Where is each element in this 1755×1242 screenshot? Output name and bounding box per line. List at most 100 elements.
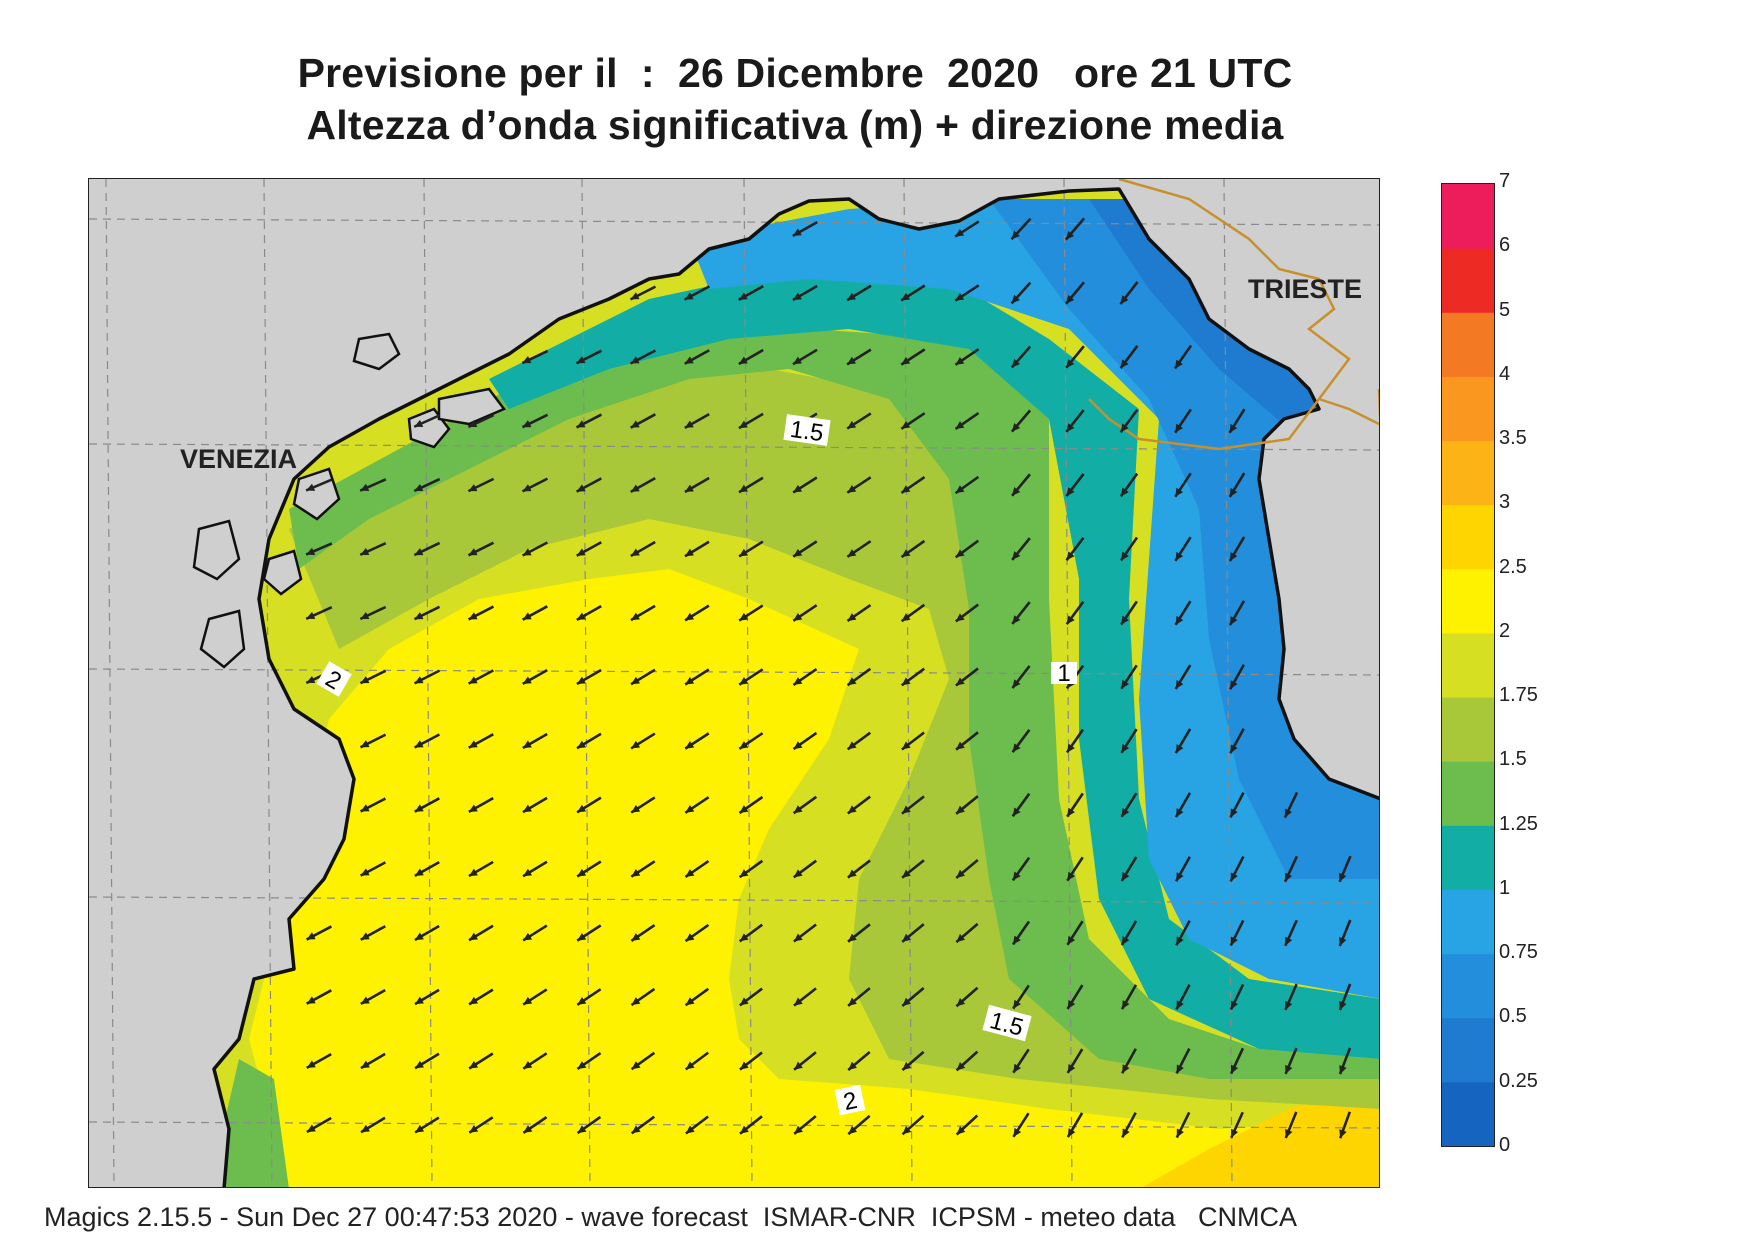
wave-direction-arrow xyxy=(413,541,441,557)
wave-height-map: 1.5 2 1 1.5 2 xyxy=(88,178,1380,1188)
wave-direction-arrow xyxy=(576,860,602,878)
coastline xyxy=(212,187,1379,1187)
wave-direction-arrow xyxy=(630,349,656,365)
wave-direction-arrow xyxy=(576,1051,602,1071)
wave-direction-arrow xyxy=(793,987,817,1007)
wave-direction-arrow xyxy=(1119,472,1139,498)
venice-lagoon-islands xyxy=(192,332,506,669)
wave-direction-arrow xyxy=(846,348,872,366)
wave-direction-arrow xyxy=(1066,920,1084,946)
wave-direction-arrow xyxy=(847,987,871,1007)
wave-direction-arrow xyxy=(360,988,386,1006)
wave-direction-arrow xyxy=(1228,408,1246,434)
footer-credits: Magics 2.15.5 - Sun Dec 27 00:47:53 2020… xyxy=(44,1202,1298,1232)
wave-direction-arrow xyxy=(1120,792,1138,818)
wave-direction-arrow xyxy=(1229,792,1245,818)
wave-direction-arrow xyxy=(684,285,710,301)
colorbar-tick-label: 0.25 xyxy=(1499,1069,1538,1092)
wave-direction-arrow xyxy=(468,733,494,749)
national-border xyxy=(1088,179,1379,451)
wave-direction-arrow xyxy=(522,988,548,1006)
place-label-trieste: TRIESTE xyxy=(1248,274,1363,304)
wave-direction-arrow xyxy=(1175,920,1191,946)
wave-direction-arrow xyxy=(1284,1111,1298,1139)
grid-meridian xyxy=(423,179,433,1187)
colorbar-band xyxy=(1442,632,1494,698)
title-line-2: Altezza d’onda significativa (m) + direz… xyxy=(306,102,1284,148)
wave-direction-arrow xyxy=(305,478,333,492)
wave-direction-arrow xyxy=(576,732,602,750)
grid-meridian xyxy=(263,179,273,1187)
wave-direction-arrow xyxy=(955,603,979,623)
wave-direction-arrow xyxy=(685,1115,709,1135)
wave-direction-arrow xyxy=(1065,728,1085,754)
colorbar-band xyxy=(1442,568,1494,634)
wave-direction-arrow xyxy=(1012,1112,1030,1138)
grid-parallel xyxy=(89,1121,1379,1129)
band-1-125 xyxy=(489,269,1379,1059)
wave-direction-arrow xyxy=(1120,664,1138,690)
wave-direction-arrow xyxy=(1066,1048,1084,1074)
wave-direction-arrow xyxy=(792,348,818,366)
wave-direction-arrow xyxy=(954,284,980,302)
wave-direction-arrow xyxy=(1065,345,1085,369)
wave-direction-arrow xyxy=(1120,984,1138,1010)
colorbar-band xyxy=(1442,697,1494,762)
wave-direction-arrow xyxy=(522,541,548,557)
wave-direction-arrow xyxy=(792,604,818,622)
wave-direction-arrow xyxy=(847,923,871,943)
wave-direction-arrow xyxy=(1228,600,1246,626)
wave-direction-arrow xyxy=(792,540,818,558)
grid-meridian xyxy=(743,179,753,1187)
wave-direction-arrow xyxy=(630,1051,656,1071)
grid-parallel xyxy=(89,896,1379,904)
wave-direction-arrow xyxy=(1010,281,1032,305)
colorbar-tick-label: 7 xyxy=(1499,170,1511,192)
wave-direction-arrow xyxy=(360,1116,386,1134)
wave-direction-arrow xyxy=(1121,1112,1137,1138)
wave-direction-arrow xyxy=(847,795,871,815)
wave-direction-arrow xyxy=(1010,345,1032,369)
colorbar-tick-label: 0.75 xyxy=(1499,941,1538,964)
wave-direction-arrow xyxy=(684,604,710,622)
wave-direction-arrow xyxy=(846,476,872,494)
wave-direction-arrow xyxy=(468,796,494,814)
wave-direction-arrow xyxy=(467,541,495,557)
wave-direction-arrow xyxy=(901,1114,925,1136)
wave-direction-arrow xyxy=(359,605,387,621)
wave-direction-arrow xyxy=(576,988,602,1006)
colorbar-tick-label: 1.25 xyxy=(1499,812,1538,835)
wave-direction-arrow xyxy=(1284,1047,1298,1075)
wave-direction-arrow xyxy=(522,796,548,814)
wave-direction-arrow xyxy=(1119,536,1139,562)
wave-direction-arrow xyxy=(630,924,656,942)
wave-direction-arrow xyxy=(1120,920,1138,946)
colorbar-tick-label: 1 xyxy=(1499,876,1511,899)
wave-direction-arrow xyxy=(955,922,979,944)
colorbar-band xyxy=(1442,376,1494,442)
wave-direction-arrow xyxy=(576,1115,602,1135)
wave-direction-arrow xyxy=(414,797,440,813)
wave-direction-arrow xyxy=(629,285,657,301)
wave-direction-arrow xyxy=(684,1051,710,1071)
wave-direction-arrow xyxy=(1175,984,1191,1010)
colorbar-band xyxy=(1442,1017,1494,1083)
colorbar-tick-label: 0 xyxy=(1499,1134,1511,1156)
wave-direction-arrow xyxy=(414,1116,440,1134)
wave-direction-arrow xyxy=(630,540,656,558)
wave-direction-arrow xyxy=(1174,728,1192,754)
contour-label-1: 1.5 xyxy=(788,416,825,447)
wave-direction-arrow xyxy=(738,476,764,494)
wave-direction-arrow xyxy=(1338,855,1352,883)
wave-direction-arrow xyxy=(630,668,656,686)
wave-direction-arrow xyxy=(1010,409,1032,433)
wave-direction-arrow xyxy=(1011,729,1031,753)
wave-direction-arrow xyxy=(1283,855,1299,883)
wave-direction-arrow xyxy=(522,1116,548,1134)
wave-direction-arrow xyxy=(468,1052,494,1070)
wave-direction-arrow xyxy=(901,731,925,751)
wave-direction-arrow xyxy=(792,668,818,686)
wave-direction-arrow xyxy=(468,860,494,878)
colorbar-tick-label: 1.75 xyxy=(1499,684,1538,707)
wave-direction-arrow xyxy=(1229,983,1245,1011)
